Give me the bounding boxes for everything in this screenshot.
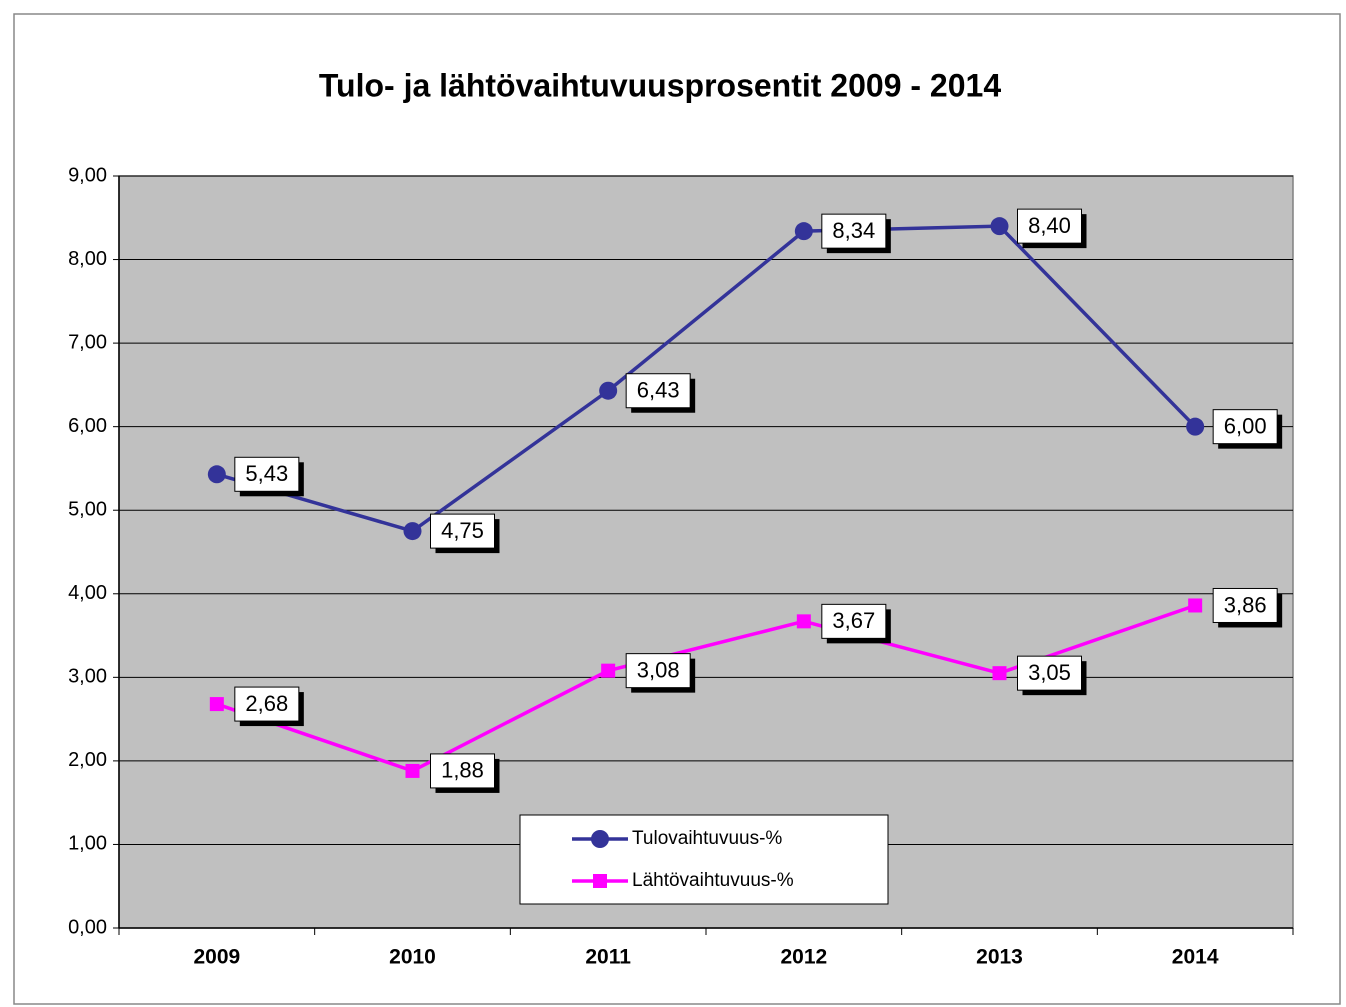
data-label-box [821,603,887,639]
point [593,874,607,888]
data-label-box [821,213,887,249]
point [209,697,224,712]
point [796,614,811,629]
data-label: 6,00 [1224,413,1267,438]
data-label-box [625,373,691,409]
point [601,663,616,678]
data-label: 3,08 [637,657,680,682]
series-line [216,224,1197,534]
data-label-box [625,653,691,689]
data-label: 1,88 [441,758,484,783]
legend [519,814,889,905]
data-label: 3,67 [832,608,875,633]
data-label-box [234,456,300,492]
data-label-box [430,753,495,789]
y-tick-label: 7,00 [68,331,107,353]
legend-label: Tulovaihtuvuus-% [632,828,782,849]
data-label-box [430,513,495,549]
data-label-box [1212,409,1278,445]
chart-title: Tulo- ja lähtövaihtuvuusprosentit 2009 -… [319,67,1001,103]
point [405,763,420,778]
point [591,830,609,848]
x-tick-label: 2012 [780,946,827,969]
point [599,381,618,400]
data-label: 3,05 [1028,660,1071,685]
x-tick-label: 2011 [585,946,631,969]
y-tick-label: 4,00 [68,582,107,604]
data-label-box [234,686,300,722]
data-label: 5,43 [245,461,288,486]
x-tick-label: 2013 [976,946,1023,969]
y-tick-label: 5,00 [68,499,107,521]
point [403,522,422,541]
x-tick-label: 2010 [389,946,436,969]
data-label: 6,43 [637,378,680,403]
data-label: 2,68 [245,691,288,716]
y-tick-label: 6,00 [68,415,107,437]
point [794,222,813,241]
y-tick-label: 9,00 [68,164,107,186]
data-label-box [1212,587,1278,623]
data-label: 8,40 [1028,213,1071,238]
x-tick-label: 2014 [1172,946,1219,969]
point [1188,598,1203,613]
legend-label: Lähtövaihtuvuus-% [632,870,794,891]
y-tick-label: 8,00 [68,248,107,270]
data-label-box [1017,208,1082,244]
point [1186,417,1205,436]
data-label: 8,34 [832,218,875,243]
y-tick-label: 2,00 [68,749,107,771]
y-tick-label: 1,00 [68,833,107,855]
y-tick-label: 3,00 [68,666,107,688]
point [992,666,1007,681]
x-tick-label: 2009 [193,946,240,969]
data-label: 3,86 [1224,592,1267,617]
y-tick-label: 0,00 [68,916,107,938]
data-label: 4,75 [441,518,484,543]
data-label-box [1017,655,1082,691]
plot-area [118,175,1294,929]
point [990,217,1009,236]
point [207,465,226,484]
